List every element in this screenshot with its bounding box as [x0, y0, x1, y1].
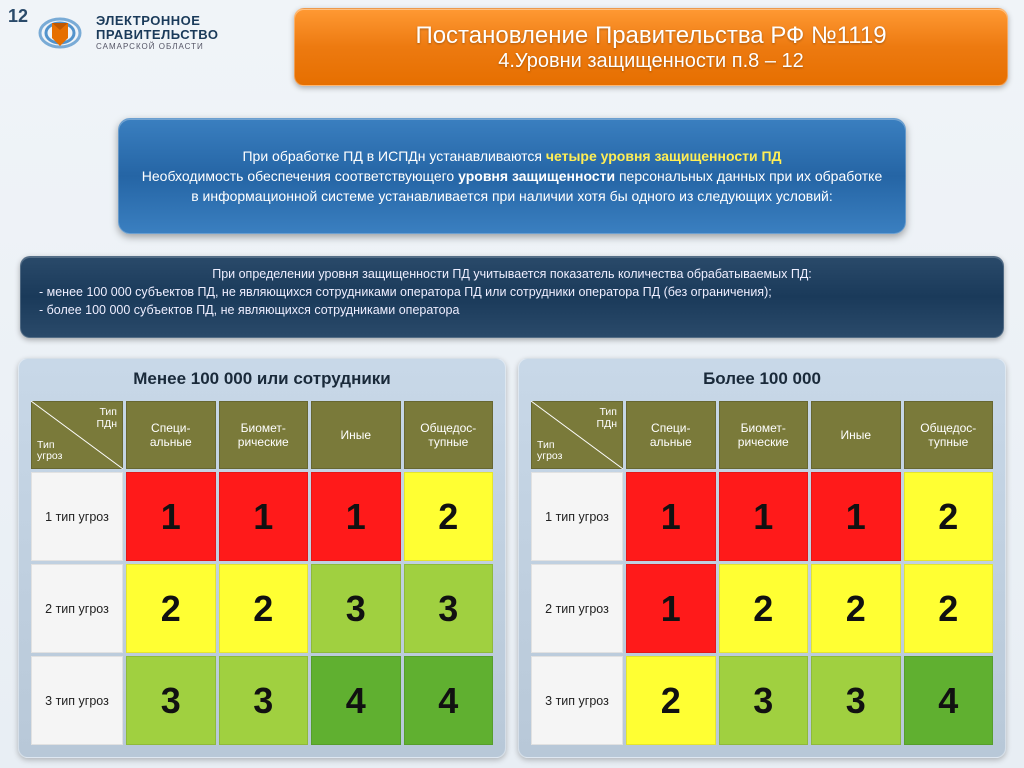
value-cell: 2: [904, 472, 994, 561]
logo-icon: [30, 8, 90, 58]
value-cell: 4: [311, 656, 401, 745]
panel-title-right: Более 100 000: [531, 369, 993, 389]
slide-number: 12: [8, 6, 28, 27]
col-header: Специ-альные: [126, 401, 216, 469]
row-header: 1 тип угроз: [31, 472, 123, 561]
col-header: Специ-альные: [626, 401, 716, 469]
row-header: 1 тип угроз: [531, 472, 623, 561]
panel-title-left: Менее 100 000 или сотрудники: [31, 369, 493, 389]
info-box-levels: При обработке ПД в ИСПДн устанавливаются…: [118, 118, 906, 234]
info1-mid1: Необходимость обеспечения соответствующе…: [142, 168, 458, 184]
table-panel-more100k: Более 100 000 ТипПДнТипугрозСпеци-альные…: [518, 358, 1006, 758]
title-box: Постановление Правительства РФ №1119 4.У…: [294, 8, 1008, 86]
info1-before: При обработке ПД в ИСПДн устанавливаются: [242, 148, 545, 164]
value-cell: 2: [626, 656, 716, 745]
value-cell: 2: [719, 564, 809, 653]
value-cell: 2: [219, 564, 309, 653]
col-header: Биомет-рические: [719, 401, 809, 469]
logo-block: ЭЛЕКТРОННОЕ ПРАВИТЕЛЬСТВО САМАРСКОЙ ОБЛА…: [30, 8, 218, 58]
value-cell: 1: [626, 564, 716, 653]
value-cell: 3: [126, 656, 216, 745]
value-cell: 1: [311, 472, 401, 561]
value-cell: 1: [719, 472, 809, 561]
col-header: Иные: [811, 401, 901, 469]
row-header: 2 тип угроз: [31, 564, 123, 653]
value-cell: 2: [404, 472, 494, 561]
value-cell: 3: [811, 656, 901, 745]
grid-left: ТипПДнТипугрозСпеци-альныеБиомет-рически…: [31, 401, 493, 745]
value-cell: 2: [126, 564, 216, 653]
value-cell: 1: [219, 472, 309, 561]
info2-line1: При определении уровня защищенности ПД у…: [39, 265, 985, 283]
value-cell: 4: [904, 656, 994, 745]
title-line1: Постановление Правительства РФ №1119: [415, 22, 886, 50]
value-cell: 2: [811, 564, 901, 653]
value-cell: 3: [219, 656, 309, 745]
col-header: Биомет-рические: [219, 401, 309, 469]
value-cell: 1: [126, 472, 216, 561]
logo-text: ЭЛЕКТРОННОЕ ПРАВИТЕЛЬСТВО САМАРСКОЙ ОБЛА…: [96, 14, 218, 52]
value-cell: 3: [311, 564, 401, 653]
value-cell: 3: [404, 564, 494, 653]
title-line2: 4.Уровни защищенности п.8 – 12: [498, 50, 804, 73]
info2-bullet1: - менее 100 000 субъектов ПД, не являющи…: [39, 283, 985, 301]
value-cell: 4: [404, 656, 494, 745]
logo-line2: ПРАВИТЕЛЬСТВО: [96, 28, 218, 42]
table-panel-less100k: Менее 100 000 или сотрудники ТипПДнТипуг…: [18, 358, 506, 758]
value-cell: 1: [626, 472, 716, 561]
col-header: Иные: [311, 401, 401, 469]
col-header: Общедос-тупные: [904, 401, 994, 469]
col-header: Общедос-тупные: [404, 401, 494, 469]
value-cell: 1: [811, 472, 901, 561]
value-cell: 2: [904, 564, 994, 653]
row-header: 3 тип угроз: [31, 656, 123, 745]
info2-bullet2: - более 100 000 субъектов ПД, не являющи…: [39, 301, 985, 319]
header-corner: ТипПДнТипугроз: [31, 401, 123, 469]
info1-highlight2: уровня защищенности: [458, 168, 615, 184]
value-cell: 3: [719, 656, 809, 745]
row-header: 3 тип угроз: [531, 656, 623, 745]
logo-line1: ЭЛЕКТРОННОЕ: [96, 14, 218, 28]
grid-right: ТипПДнТипугрозСпеци-альныеБиомет-рически…: [531, 401, 993, 745]
header-corner: ТипПДнТипугроз: [531, 401, 623, 469]
info1-highlight1: четыре уровня защищенности ПД: [546, 148, 782, 164]
row-header: 2 тип угроз: [531, 564, 623, 653]
info-box-criteria: При определении уровня защищенности ПД у…: [20, 256, 1004, 338]
logo-line3: САМАРСКОЙ ОБЛАСТИ: [96, 43, 218, 51]
